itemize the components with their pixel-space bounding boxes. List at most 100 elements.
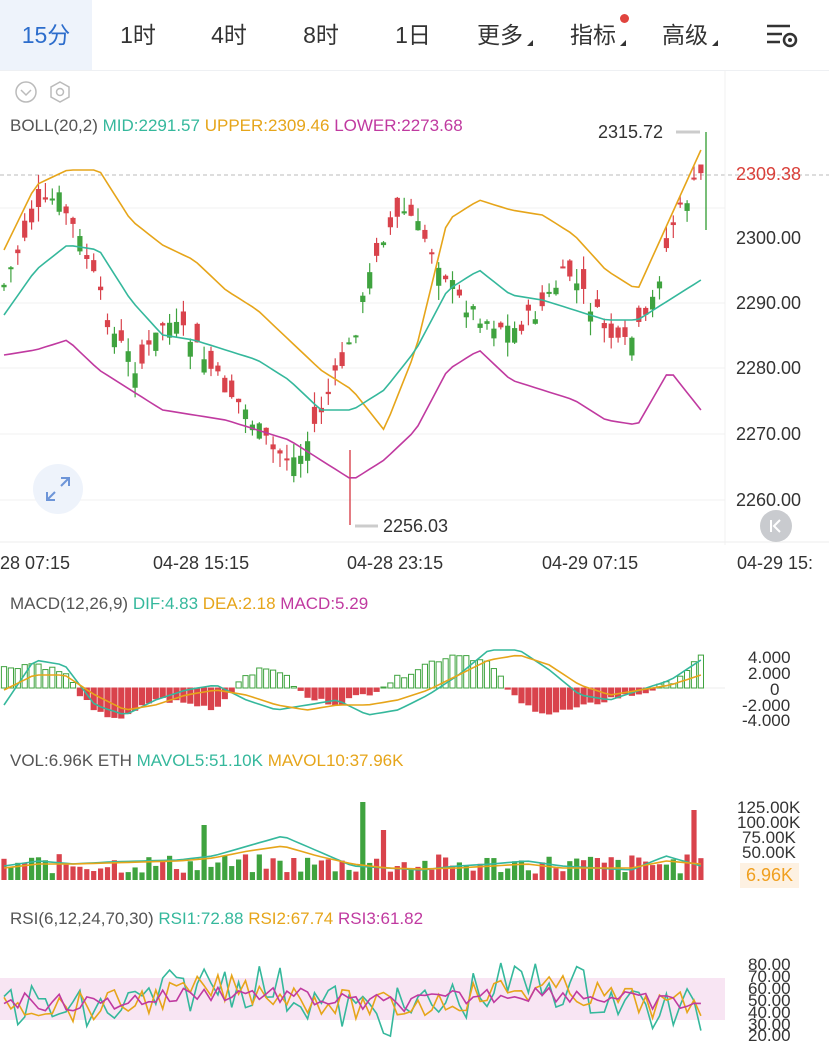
volume-bar bbox=[167, 855, 173, 880]
rsi-name: RSI(6,12,24,70,30) bbox=[10, 909, 154, 928]
macd-bar bbox=[352, 687, 359, 696]
volume-bar bbox=[367, 862, 373, 880]
expand-icon bbox=[46, 477, 70, 501]
volume-bar bbox=[353, 871, 359, 880]
volume-bar bbox=[491, 858, 497, 880]
macd-bar bbox=[56, 671, 63, 689]
volume-chart[interactable] bbox=[0, 776, 829, 886]
boll-upper-line bbox=[3, 149, 702, 431]
candle-body bbox=[263, 427, 269, 436]
candle-body bbox=[29, 208, 35, 223]
boll-name: BOLL(20,2) bbox=[10, 116, 98, 135]
macd-bar bbox=[235, 681, 242, 689]
candle-body bbox=[98, 286, 104, 291]
boll-lower-line bbox=[3, 339, 702, 479]
tab-advanced[interactable]: 高级 bbox=[662, 22, 708, 48]
candle-body bbox=[601, 323, 607, 329]
chart-settings-icon[interactable] bbox=[764, 20, 800, 50]
price-tick: 2290.00 bbox=[736, 293, 802, 313]
candle-body bbox=[380, 242, 387, 246]
volume-bar bbox=[180, 872, 186, 880]
volume-bar bbox=[139, 872, 145, 880]
volume-bar bbox=[91, 871, 97, 880]
volume-bar bbox=[380, 830, 387, 880]
expand-button[interactable] bbox=[33, 464, 83, 514]
macd-bar bbox=[332, 687, 339, 706]
candle-body bbox=[360, 295, 366, 302]
macd-bar bbox=[90, 687, 97, 711]
macd-bar bbox=[621, 687, 629, 695]
volume-bar bbox=[594, 858, 600, 880]
rsi-legend: RSI(6,12,24,70,30) RSI1:72.88 RSI2:67.74… bbox=[10, 909, 423, 929]
candle-body bbox=[42, 197, 48, 200]
volume-bar bbox=[249, 872, 255, 880]
dropdown-icon bbox=[527, 40, 533, 46]
time-label: 04-29 07:15 bbox=[542, 553, 639, 573]
volume-bar bbox=[284, 872, 290, 880]
macd-bar bbox=[145, 687, 153, 704]
settings-icon[interactable] bbox=[48, 80, 72, 104]
macd-bar bbox=[470, 660, 477, 689]
vol-legend: VOL:6.96K ETH MAVOL5:51.10K MAVOL10:37.9… bbox=[10, 751, 403, 771]
macd-bar bbox=[511, 687, 518, 696]
candle-body bbox=[346, 342, 352, 345]
macd-bar bbox=[7, 667, 14, 689]
tab-15min[interactable]: 15分 bbox=[0, 0, 92, 70]
candle-body bbox=[222, 377, 228, 393]
chevron-down-icon[interactable] bbox=[14, 80, 38, 104]
candle-body bbox=[139, 344, 145, 364]
macd-bar bbox=[601, 687, 608, 703]
macd-bar bbox=[690, 661, 698, 689]
price-tick: 2280.00 bbox=[736, 358, 802, 378]
candle-body bbox=[581, 269, 587, 289]
rsi-chart[interactable] bbox=[0, 940, 829, 1041]
candle-body bbox=[77, 236, 83, 252]
candle-body bbox=[518, 324, 525, 331]
tab-8h[interactable]: 8时 bbox=[303, 22, 339, 48]
volume-bar bbox=[505, 868, 511, 880]
rsi-tick: 20.00 bbox=[748, 1026, 791, 1045]
candle-body bbox=[663, 238, 669, 249]
boll-candlestick-chart[interactable] bbox=[0, 70, 829, 545]
candle-body bbox=[215, 365, 221, 372]
volume-bar bbox=[470, 870, 476, 880]
volume-bar bbox=[408, 869, 414, 880]
tab-4h[interactable]: 4时 bbox=[211, 22, 247, 48]
tab-1d[interactable]: 1日 bbox=[395, 22, 431, 48]
volume-bar bbox=[663, 864, 669, 880]
macd-bar bbox=[566, 687, 573, 710]
tab-more[interactable]: 更多 bbox=[477, 22, 523, 48]
macd-bar bbox=[373, 687, 380, 692]
rsi-tick: 40.00 bbox=[748, 1003, 791, 1022]
candle-body bbox=[249, 424, 255, 431]
candle-body bbox=[229, 380, 235, 398]
volume-bar bbox=[29, 857, 35, 880]
volume-bar bbox=[222, 855, 228, 880]
candle-body bbox=[587, 311, 594, 322]
volume-bar bbox=[63, 864, 69, 880]
volume-bar bbox=[436, 854, 442, 880]
tab-indicators[interactable]: 指标 bbox=[570, 22, 616, 48]
macd-bar bbox=[118, 687, 125, 719]
macd-bar bbox=[0, 666, 8, 689]
candle-body bbox=[443, 275, 449, 280]
candle-body bbox=[236, 398, 242, 403]
macd-bar bbox=[359, 687, 366, 695]
time-label: 04-28 23:15 bbox=[347, 553, 444, 573]
volume-bar bbox=[236, 859, 242, 880]
tab-1h[interactable]: 1时 bbox=[120, 22, 156, 48]
candle-body bbox=[387, 217, 393, 228]
macd-bar bbox=[608, 687, 615, 698]
candle-body bbox=[698, 164, 704, 174]
back-to-latest-button[interactable] bbox=[760, 510, 792, 542]
macd-chart[interactable] bbox=[0, 620, 829, 740]
notification-dot bbox=[620, 14, 629, 23]
candle-body bbox=[401, 211, 407, 214]
macd-bar bbox=[587, 687, 594, 703]
volume-bar bbox=[291, 858, 297, 880]
candle-body bbox=[532, 319, 538, 324]
volume-bar bbox=[298, 871, 304, 880]
macd-bar bbox=[345, 687, 353, 699]
dropdown-icon bbox=[620, 40, 626, 46]
candle-body bbox=[146, 340, 152, 345]
